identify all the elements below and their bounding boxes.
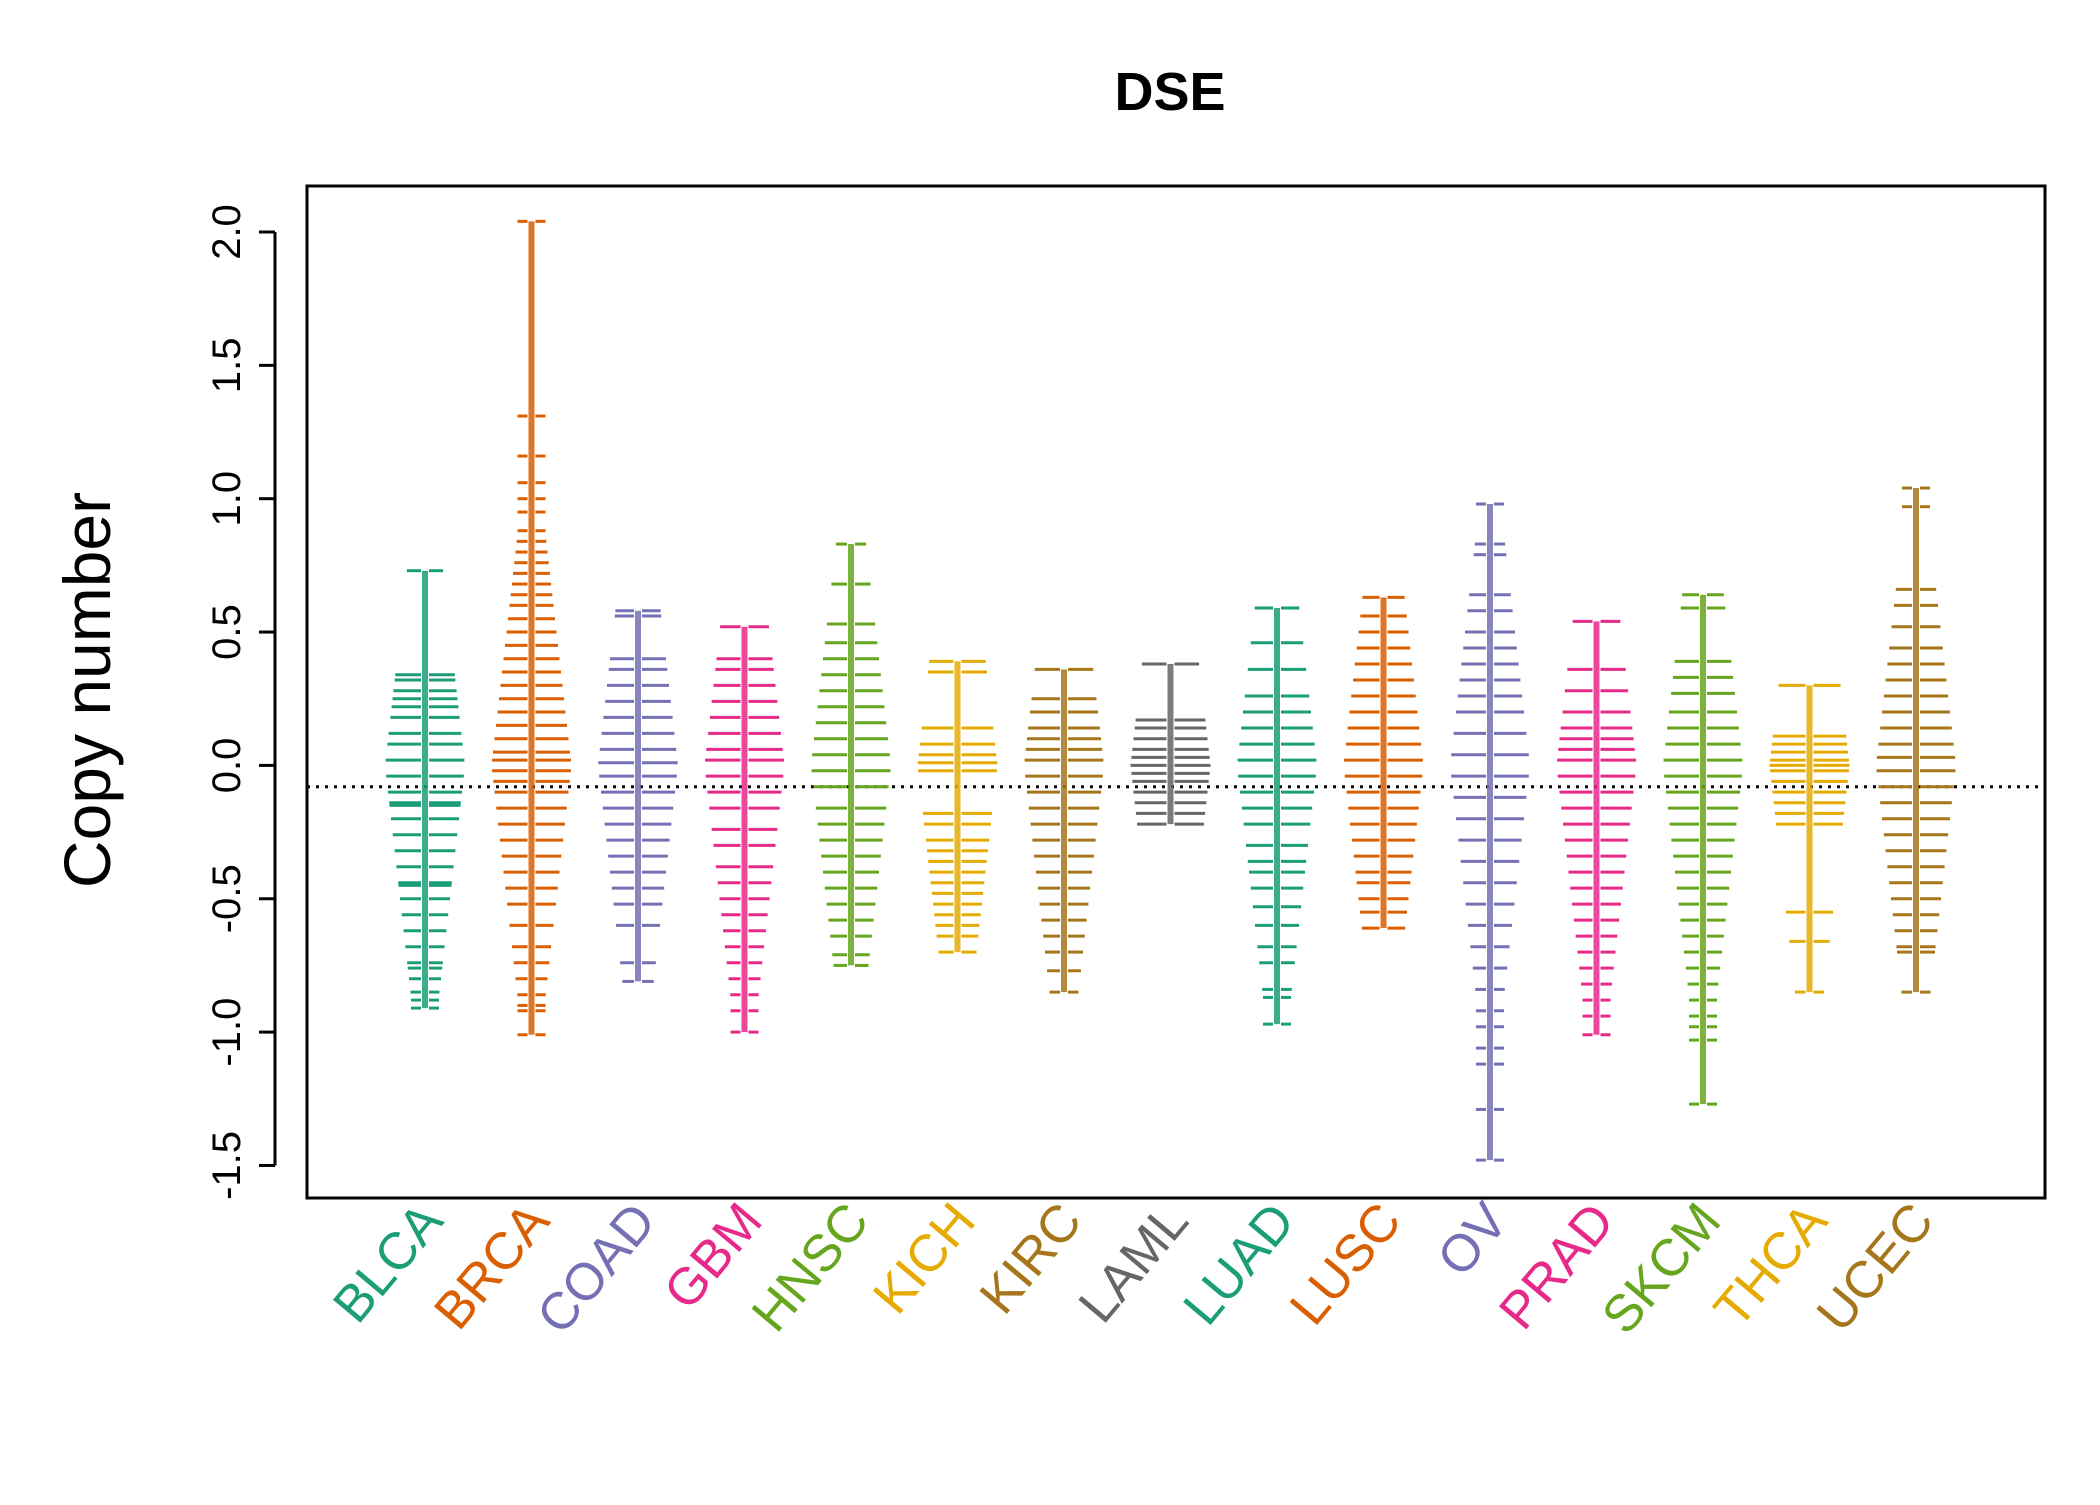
series-kirc — [1024, 667, 1104, 994]
series-laml — [1130, 662, 1211, 826]
x-tick-label: OV — [1426, 1192, 1519, 1287]
series-thca — [1769, 683, 1850, 994]
x-tick-label: COAD — [526, 1192, 667, 1344]
x-tick-label: KICH — [862, 1192, 986, 1324]
x-tick-label: LAML — [1068, 1192, 1200, 1333]
series-skcm — [1663, 593, 1743, 1106]
series-luad — [1237, 606, 1317, 1026]
x-tick-label: UCEC — [1806, 1192, 1945, 1342]
x-tick-label: SKCM — [1591, 1192, 1732, 1344]
y-tick-label: -0.5 — [205, 864, 249, 933]
x-tick-label: LUAD — [1173, 1192, 1307, 1336]
x-tick-label: KIRC — [969, 1192, 1093, 1324]
y-tick-label: 0.5 — [205, 604, 249, 660]
series-blca — [385, 569, 465, 1010]
y-tick-label: 1.5 — [205, 338, 249, 394]
y-tick-label: -1.5 — [205, 1131, 249, 1200]
data-marks — [385, 219, 1956, 1162]
y-tick-label: 2.0 — [205, 204, 249, 260]
y-tick-label: 1.0 — [205, 471, 249, 527]
y-tick-label: -1.0 — [205, 998, 249, 1067]
x-tick-label: HNSC — [741, 1192, 880, 1342]
series-coad — [598, 609, 678, 983]
series-gbm — [705, 625, 784, 1034]
x-tick-label: LUSC — [1279, 1192, 1413, 1336]
series-ov — [1451, 502, 1529, 1162]
plot-frame — [305, 184, 2047, 1200]
series-brca — [492, 219, 571, 1037]
series-ucec — [1876, 486, 1956, 994]
y-axis-label: Copy number — [50, 492, 124, 888]
y-axis: -1.5 -1.0 -0.5 0.0 0.5 1.0 1.5 2.0 — [205, 204, 277, 1200]
series-kich — [917, 659, 998, 954]
y-tick-label: 0.0 — [205, 738, 249, 794]
series-hnsc — [811, 542, 891, 967]
series-prad — [1557, 619, 1636, 1037]
chart-title: DSE — [1114, 62, 1225, 122]
series-lusc — [1344, 595, 1423, 930]
